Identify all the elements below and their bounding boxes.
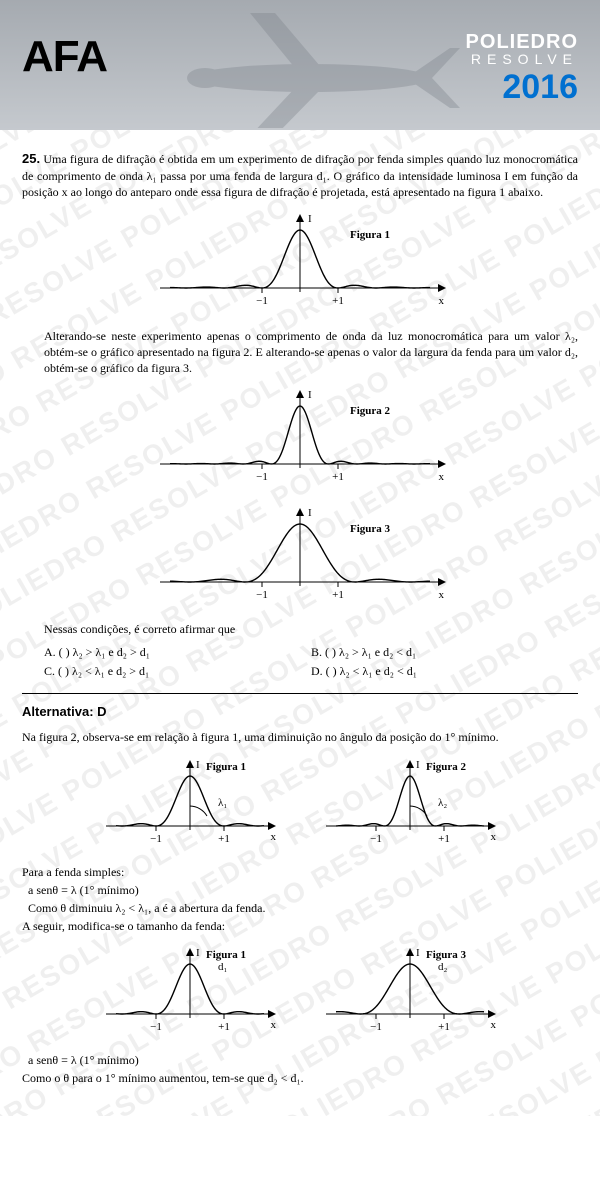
- svg-text:+1: +1: [332, 471, 344, 483]
- figure-1: −1 +1 I x Figura 1: [22, 210, 578, 314]
- brand-subtitle: RESOLVE: [466, 52, 578, 66]
- options-grid: A. ( ) λ₂ > λ₁ e d₂ > d₁ B. ( ) λ₂ > λ₁ …: [22, 643, 578, 681]
- svg-text:I: I: [308, 507, 312, 519]
- svg-text:I: I: [416, 759, 420, 771]
- figure-2: −1 +1 I x Figura 2: [22, 386, 578, 490]
- question-paragraph-1: 25. Uma figura de difração é obtida em u…: [22, 150, 578, 200]
- svg-text:−1: −1: [150, 833, 162, 845]
- svg-text:I: I: [196, 759, 200, 771]
- solution-text-2: Para a fenda simples:: [22, 865, 578, 880]
- svg-text:I: I: [416, 947, 420, 959]
- svg-text:d₂: d₂: [438, 961, 448, 973]
- svg-text:Figura 3: Figura 3: [350, 523, 391, 535]
- svg-text:x: x: [491, 831, 497, 843]
- page-content: 25. Uma figura de difração é obtida em u…: [0, 130, 600, 1116]
- svg-text:Figura 2: Figura 2: [426, 761, 467, 773]
- question-number: 25.: [22, 151, 40, 166]
- svg-text:λ₂: λ₂: [438, 797, 447, 809]
- solution-eq-1: a senθ = λ (1° mínimo): [28, 883, 578, 898]
- svg-text:−1: −1: [150, 1021, 162, 1033]
- page-header: AFA POLIEDRO RESOLVE 2016: [0, 0, 600, 130]
- svg-text:I: I: [308, 389, 312, 401]
- svg-text:−1: −1: [256, 295, 268, 307]
- question-text-2: Alterando-se neste experimento apenas o …: [22, 328, 578, 377]
- svg-text:Figura 3: Figura 3: [426, 949, 467, 961]
- solution-eq-2: a senθ = λ (1° mínimo): [28, 1053, 578, 1068]
- solution-figrow-1: −1 +1 I x Figura 1 λ₁ −1 +1 I x Figura 2…: [22, 756, 578, 851]
- brand-name: POLIEDRO: [466, 32, 578, 52]
- svg-text:+1: +1: [438, 833, 450, 845]
- svg-text:x: x: [271, 1019, 277, 1031]
- exam-year: 2016: [466, 70, 578, 104]
- solution-text-5: Como o θ para o 1° mínimo aumentou, tem-…: [22, 1071, 578, 1086]
- svg-text:Figura 1: Figura 1: [206, 949, 246, 961]
- option-a: A. ( ) λ₂ > λ₁ e d₂ > d₁: [44, 643, 311, 662]
- svg-text:+1: +1: [218, 1021, 230, 1033]
- figure-3: −1 +1 I x Figura 3: [22, 504, 578, 608]
- svg-text:Figura 1: Figura 1: [350, 229, 390, 241]
- svg-text:−1: −1: [370, 1021, 382, 1033]
- svg-text:−1: −1: [256, 471, 268, 483]
- svg-text:x: x: [439, 471, 445, 483]
- option-b: B. ( ) λ₂ > λ₁ e d₂ < d₁: [311, 643, 578, 662]
- solution-text-1: Na figura 2, observa-se em relação à fig…: [22, 729, 578, 745]
- solution-figrow-2: −1 +1 I x Figura 1 d₁ −1 +1 I x Figura 3…: [22, 944, 578, 1039]
- svg-text:x: x: [491, 1019, 497, 1031]
- svg-text:Figura 2: Figura 2: [350, 405, 391, 417]
- question-text-1: Uma figura de difração é obtida em um ex…: [22, 152, 578, 199]
- svg-text:+1: +1: [332, 589, 344, 601]
- svg-text:I: I: [196, 947, 200, 959]
- svg-text:λ₁: λ₁: [218, 797, 227, 809]
- exam-title: AFA: [22, 32, 107, 104]
- solution-text-3: Como θ diminuiu λ₂ < λ₁, a é a abertura …: [28, 901, 578, 916]
- answer-label: Alternativa: D: [22, 704, 578, 719]
- question-prompt: Nessas condições, é correto afirmar que: [22, 622, 578, 637]
- svg-text:d₁: d₁: [218, 961, 228, 973]
- svg-text:Figura 1: Figura 1: [206, 761, 246, 773]
- svg-text:−1: −1: [370, 833, 382, 845]
- solution-text-4: A seguir, modifica-se o tamanho da fenda…: [22, 919, 578, 934]
- svg-text:−1: −1: [256, 589, 268, 601]
- svg-text:x: x: [439, 295, 445, 307]
- divider: [22, 693, 578, 694]
- svg-text:I: I: [308, 213, 312, 225]
- svg-text:+1: +1: [218, 833, 230, 845]
- svg-text:x: x: [439, 589, 445, 601]
- option-c: C. ( ) λ₂ < λ₁ e d₂ > d₁: [44, 662, 311, 681]
- svg-text:+1: +1: [332, 295, 344, 307]
- option-d: D. ( ) λ₂ < λ₁ e d₂ < d₁: [311, 662, 578, 681]
- svg-text:x: x: [271, 831, 277, 843]
- svg-text:+1: +1: [438, 1021, 450, 1033]
